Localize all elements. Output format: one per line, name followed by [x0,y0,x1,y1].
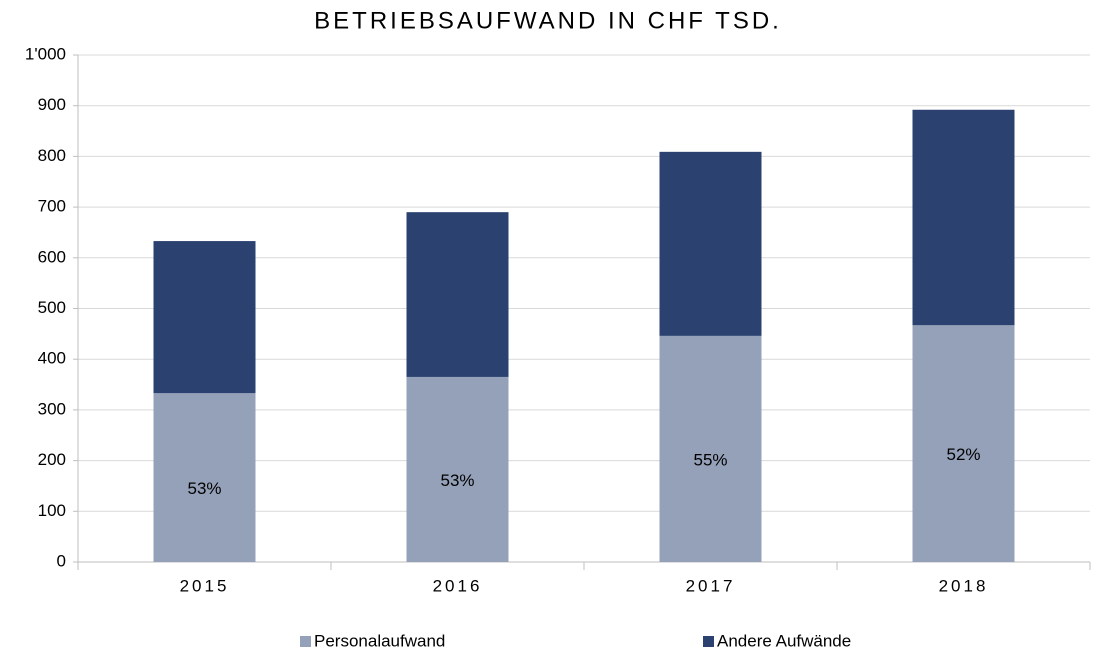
y-tick-label: 200 [38,450,66,469]
legend-swatch [300,636,311,647]
share-label: 52% [946,445,980,464]
legend-label: Personalaufwand [314,631,445,650]
bar-segment [406,376,509,562]
bar-segment [912,325,1015,562]
share-label: 55% [693,450,727,469]
x-tick-label: 2018 [939,576,989,595]
bar-segment [912,109,1015,326]
bar-segment [153,241,256,394]
legend-label: Andere Aufwände [717,631,851,650]
share-label: 53% [187,479,221,498]
y-tick-label: 0 [57,551,66,570]
y-tick-label: 1'000 [25,44,66,63]
y-tick-label: 700 [38,197,66,216]
x-tick-label: 2017 [686,576,736,595]
legend-swatch [703,636,714,647]
y-tick-label: 400 [38,349,66,368]
chart-title: BETRIEBSAUFWAND IN CHF TSD. [314,7,782,34]
bar-segment [659,335,762,562]
y-tick-label: 900 [38,95,66,114]
bar-segment [153,393,256,562]
y-tick-label: 800 [38,146,66,165]
x-tick-label: 2015 [180,576,230,595]
y-tick-label: 100 [38,501,66,520]
x-tick-label: 2016 [433,576,483,595]
y-tick-label: 500 [38,298,66,317]
share-label: 53% [440,471,474,490]
y-tick-label: 600 [38,247,66,266]
y-tick-label: 300 [38,399,66,418]
bar-segment [659,151,762,336]
bar-segment [406,212,509,377]
